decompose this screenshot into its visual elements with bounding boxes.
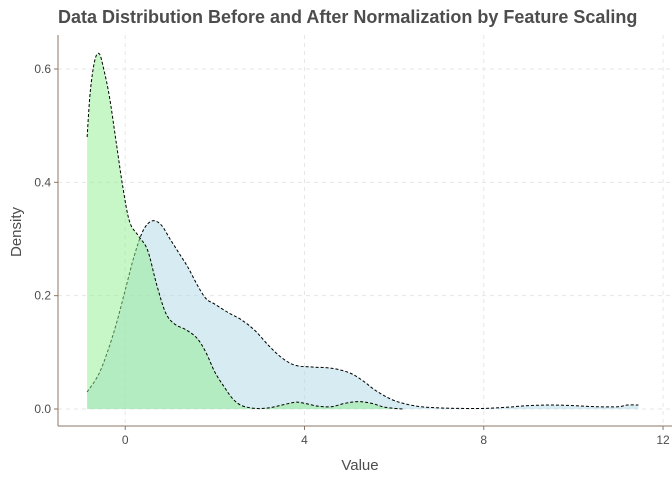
density-area-2 xyxy=(87,53,404,409)
y-tick-label: 0.4 xyxy=(34,175,51,189)
density-areas xyxy=(86,52,639,410)
y-tick-label: 0.6 xyxy=(34,62,51,76)
x-tick-label: 8 xyxy=(480,433,487,447)
y-tick-label: 0.0 xyxy=(34,402,51,416)
chart-title: Data Distribution Before and After Norma… xyxy=(58,7,637,27)
y-tick-label: 0.2 xyxy=(34,289,51,303)
density-line-2 xyxy=(86,52,404,410)
x-tick-label: 4 xyxy=(301,433,308,447)
x-tick-label: 0 xyxy=(122,433,129,447)
x-tick-label: 12 xyxy=(656,433,670,447)
axes xyxy=(57,35,672,427)
x-axis-label: Value xyxy=(341,457,378,474)
density-line-1 xyxy=(86,220,639,410)
density-area-1 xyxy=(87,220,639,409)
y-axis-label: Density xyxy=(8,206,25,257)
ticks: 0 4 8 12 0.0 0.2 0.4 0.6 xyxy=(34,62,670,447)
